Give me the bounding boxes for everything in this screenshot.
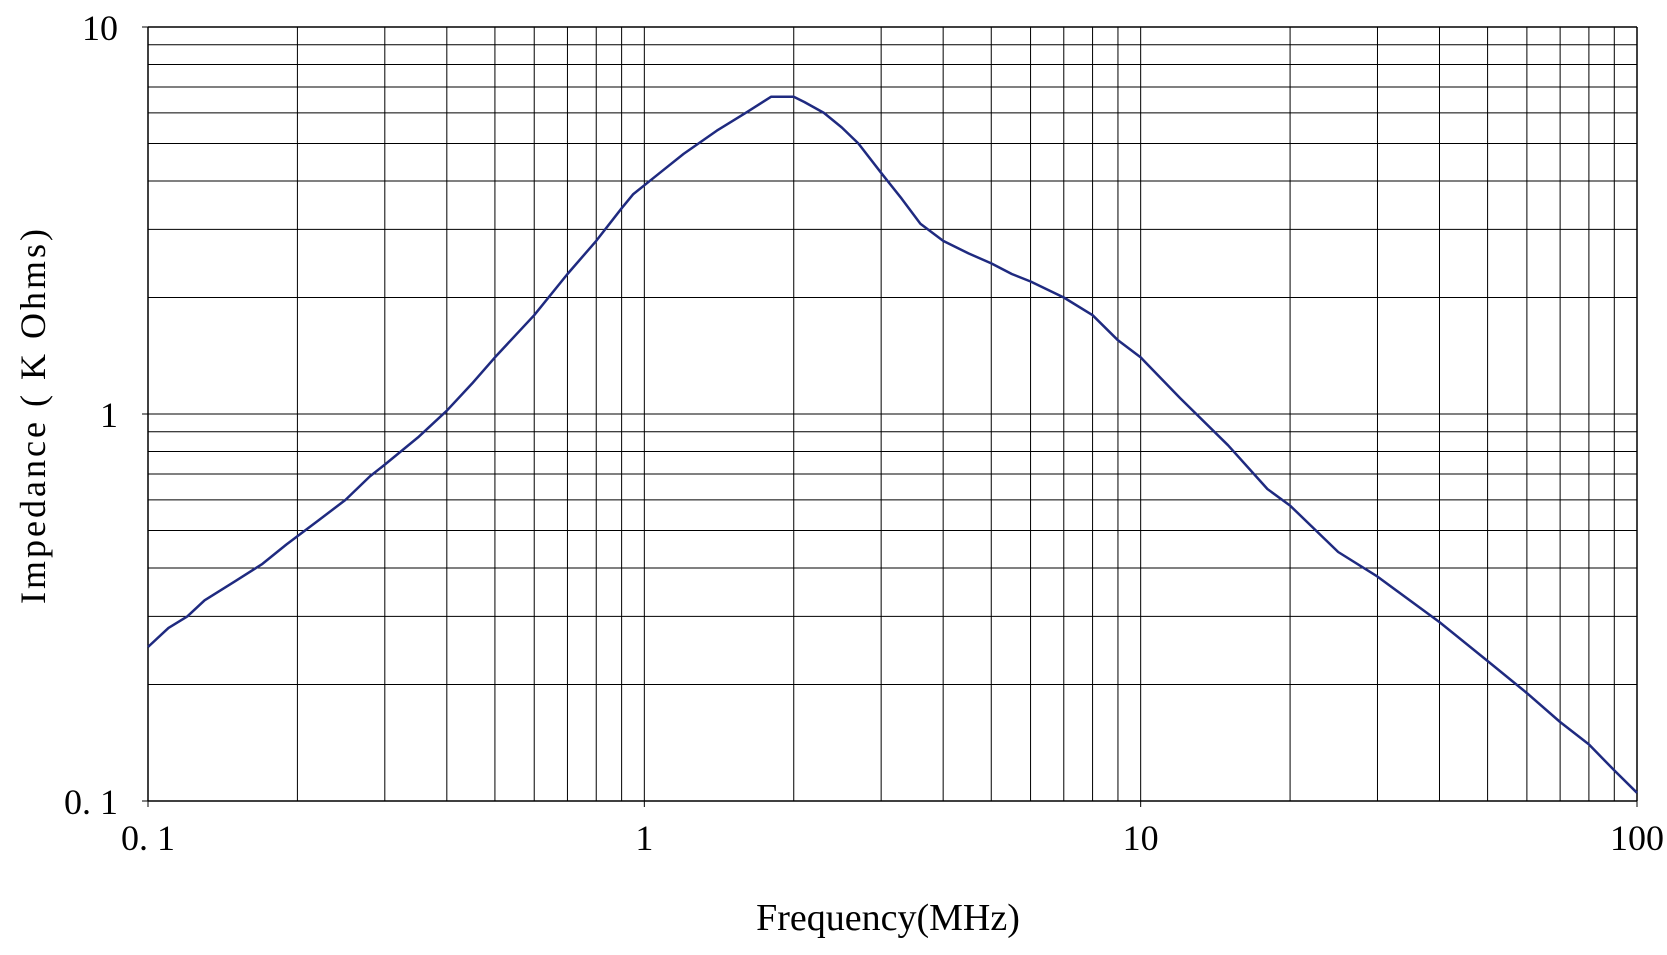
y-tick-label: 10 [82, 8, 118, 48]
x-tick-label: 0. 1 [121, 818, 175, 858]
y-tick-label: 1 [100, 395, 118, 435]
grid [148, 27, 1637, 801]
y-tick-labels: 0. 1 1 10 [64, 8, 118, 822]
x-axis-label: Frequency(MHz) [756, 897, 1020, 939]
impedance-series-line [147, 95, 1638, 794]
series-group [147, 95, 1638, 794]
y-tick-label: 0. 1 [64, 782, 118, 822]
x-tick-label: 1 [635, 818, 653, 858]
plot-frame [142, 26, 1638, 807]
x-tick-label: 100 [1610, 818, 1664, 858]
y-axis-label: Impedance ( K Ohms) [13, 226, 53, 604]
x-tick-labels: 0. 1 1 10 100 [121, 818, 1664, 858]
x-tick-label: 10 [1123, 818, 1159, 858]
